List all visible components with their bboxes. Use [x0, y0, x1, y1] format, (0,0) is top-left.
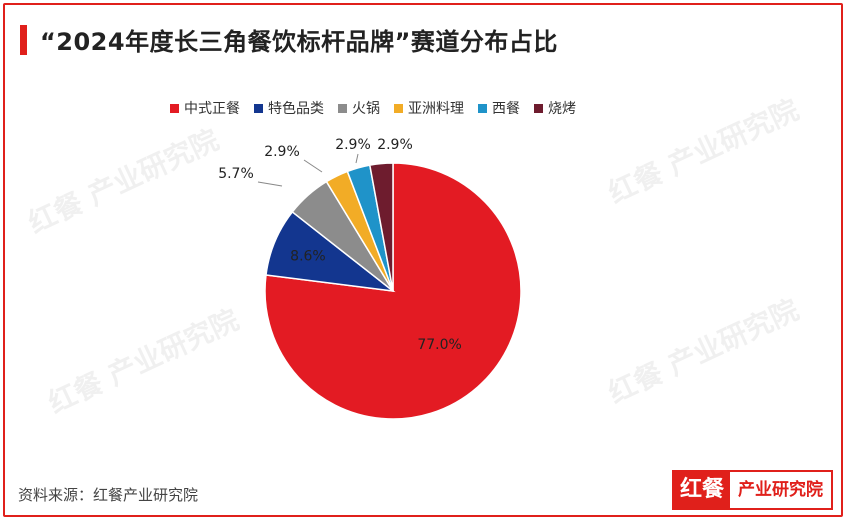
legend-label: 中式正餐 [184, 101, 240, 117]
legend-label: 特色品类 [268, 101, 324, 117]
legend-item: 特色品类 [254, 98, 324, 118]
legend-label: 西餐 [492, 101, 520, 117]
data-label: 77.0% [417, 337, 461, 353]
pie-slice [264, 162, 522, 420]
legend-item: 烧烤 [534, 98, 576, 118]
data-label: 2.9% [264, 144, 300, 160]
leader-line [355, 153, 359, 164]
legend-swatch [534, 103, 543, 113]
legend-swatch [478, 103, 487, 113]
logo-mark: 红餐 [674, 472, 731, 508]
title-accent-bar [20, 25, 27, 55]
legend-label: 火锅 [352, 101, 380, 117]
legend-swatch [394, 103, 403, 113]
data-label: 2.9% [377, 137, 413, 153]
brand-logo: 红餐 产业研究院 [672, 470, 834, 510]
legend-item: 火锅 [338, 98, 380, 118]
legend-item: 亚洲料理 [394, 98, 464, 118]
legend-item: 西餐 [478, 98, 520, 118]
leader-line [257, 181, 283, 187]
data-label: 2.9% [335, 137, 371, 153]
leader-line [303, 159, 323, 173]
legend-item: 中式正餐 [170, 98, 240, 118]
legend: 中式正餐 特色品类 火锅 亚洲料理 西餐 烧烤 [170, 98, 576, 118]
legend-label: 亚洲料理 [408, 101, 464, 117]
legend-label: 烧烤 [548, 101, 576, 117]
chart-title: “2024年度长三角餐饮标杆品牌”赛道分布占比 [40, 28, 558, 56]
legend-swatch [338, 103, 347, 113]
legend-swatch [170, 103, 179, 113]
data-label: 5.7% [218, 166, 254, 182]
source-note: 资料来源：红餐产业研究院 [18, 486, 199, 504]
pie-slice [368, 162, 394, 292]
logo-text: 产业研究院 [730, 472, 832, 508]
data-label: 8.6% [290, 248, 326, 264]
legend-swatch [254, 103, 263, 113]
